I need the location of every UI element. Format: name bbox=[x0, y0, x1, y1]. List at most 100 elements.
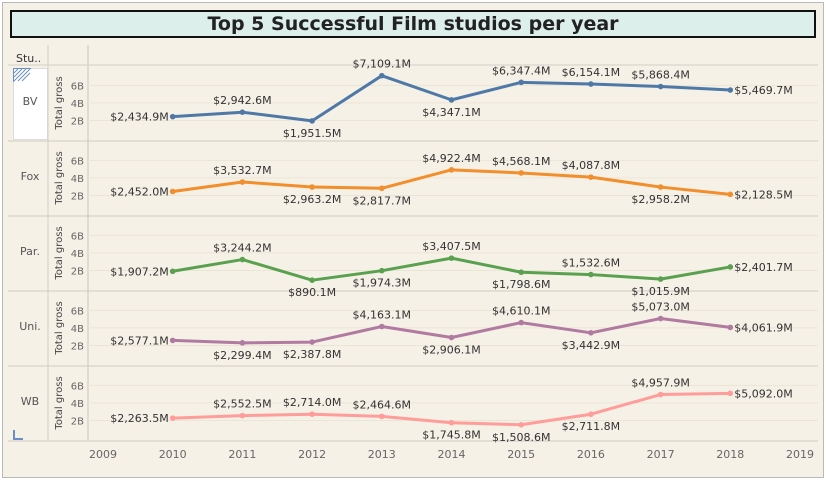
x-tick-label: 2012 bbox=[298, 448, 326, 461]
data-label: $1,798.6M bbox=[492, 278, 550, 291]
data-label: $4,347.1M bbox=[422, 106, 480, 119]
x-tick-label: 2018 bbox=[716, 448, 744, 461]
y-axis-title: Total gross bbox=[54, 226, 65, 280]
series-line bbox=[172, 256, 731, 282]
data-label: $4,568.1M bbox=[492, 155, 550, 168]
data-point bbox=[239, 412, 246, 419]
data-point bbox=[309, 277, 315, 283]
data-point bbox=[239, 179, 246, 185]
data-point bbox=[657, 315, 664, 322]
data-point bbox=[239, 340, 246, 346]
data-label: $4,922.4M bbox=[422, 152, 480, 165]
data-point bbox=[309, 118, 315, 124]
corner-handle-icon bbox=[13, 430, 23, 440]
data-point bbox=[448, 334, 455, 341]
y-tick-label: 2B bbox=[71, 341, 84, 352]
y-axis-title: Total gross bbox=[54, 76, 65, 130]
y-tick-label: 6B bbox=[71, 156, 84, 167]
y-axis-title: Total gross bbox=[54, 376, 65, 430]
data-label: $7,109.1M bbox=[353, 58, 411, 71]
data-point bbox=[518, 170, 524, 176]
data-label: $2,714.0M bbox=[283, 396, 341, 409]
data-label: $2,401.7M bbox=[734, 261, 792, 274]
x-tick-label: 2009 bbox=[89, 448, 117, 461]
data-point bbox=[169, 188, 176, 195]
x-tick-label: 2011 bbox=[228, 448, 256, 461]
data-point bbox=[588, 81, 594, 87]
studio-label: Uni. bbox=[19, 320, 41, 333]
data-point bbox=[588, 271, 594, 278]
data-label: $2,942.6M bbox=[213, 94, 271, 107]
studio-label: Fox bbox=[21, 170, 40, 183]
y-tick-label: 2B bbox=[71, 116, 84, 127]
data-point bbox=[518, 79, 524, 86]
title-box: Top 5 Successful Film studios per year bbox=[10, 10, 816, 38]
y-tick-label: 6B bbox=[71, 81, 84, 92]
x-tick-label: 2014 bbox=[438, 448, 466, 461]
data-label: $1,532.6M bbox=[562, 257, 620, 270]
data-label: $6,347.4M bbox=[492, 64, 550, 77]
data-label: $1,951.5M bbox=[283, 127, 341, 140]
x-tick-label: 2017 bbox=[647, 448, 675, 461]
data-label: $2,128.5M bbox=[734, 188, 792, 201]
data-point bbox=[518, 269, 524, 276]
data-point bbox=[379, 323, 385, 330]
data-point bbox=[657, 276, 664, 282]
data-label: $3,442.9M bbox=[562, 339, 620, 352]
data-point bbox=[169, 415, 176, 421]
y-tick-label: 2B bbox=[71, 266, 84, 277]
data-point bbox=[657, 83, 664, 90]
y-tick-label: 6B bbox=[71, 306, 84, 317]
data-label: $2,958.2M bbox=[631, 193, 689, 206]
x-tick-label: 2016 bbox=[577, 448, 605, 461]
x-tick-label: 2019 bbox=[786, 448, 814, 461]
data-label: $1,015.9M bbox=[631, 285, 689, 298]
data-point bbox=[448, 255, 455, 261]
data-label: $3,532.7M bbox=[213, 164, 271, 177]
studio-header[interactable]: Stu.. bbox=[16, 52, 42, 65]
data-label: $3,244.2M bbox=[213, 242, 271, 255]
data-point bbox=[727, 191, 734, 198]
data-label: $4,163.1M bbox=[353, 309, 411, 322]
data-point bbox=[657, 184, 664, 190]
data-point bbox=[727, 264, 734, 270]
data-label: $2,387.8M bbox=[283, 348, 341, 361]
y-tick-label: 6B bbox=[71, 381, 84, 392]
x-tick-label: 2013 bbox=[368, 448, 396, 461]
data-point bbox=[239, 256, 246, 263]
data-point bbox=[727, 87, 734, 93]
data-point bbox=[518, 319, 524, 326]
data-label: $2,464.6M bbox=[353, 398, 411, 411]
data-point bbox=[727, 324, 734, 331]
data-label: $4,610.1M bbox=[492, 305, 550, 318]
y-axis-title: Total gross bbox=[54, 151, 65, 205]
data-label: $1,974.3M bbox=[353, 277, 411, 290]
data-label: $2,299.4M bbox=[213, 349, 271, 362]
studio-label: BV bbox=[23, 95, 38, 108]
data-point bbox=[588, 174, 594, 180]
data-label: $1,508.6M bbox=[492, 431, 550, 444]
studio-label: Par. bbox=[20, 245, 40, 258]
y-tick-label: 4B bbox=[71, 324, 84, 335]
data-point bbox=[379, 267, 385, 274]
x-tick-label: 2015 bbox=[507, 448, 535, 461]
data-point bbox=[169, 268, 176, 275]
data-label: $1,907.2M bbox=[110, 265, 168, 278]
data-label: $4,061.9M bbox=[734, 321, 792, 334]
data-point bbox=[448, 419, 455, 426]
y-tick-label: 4B bbox=[71, 99, 84, 110]
y-tick-label: 4B bbox=[71, 174, 84, 185]
data-label: $2,434.9M bbox=[110, 111, 168, 124]
data-point bbox=[727, 390, 734, 397]
sort-icon[interactable] bbox=[13, 68, 31, 82]
data-label: $2,906.1M bbox=[422, 344, 480, 357]
x-tick-label: 2010 bbox=[159, 448, 187, 461]
data-point bbox=[239, 109, 246, 116]
data-label: $5,469.7M bbox=[734, 84, 792, 97]
data-label: $5,868.4M bbox=[631, 69, 689, 82]
data-label: $4,957.9M bbox=[631, 377, 689, 390]
data-label: $5,092.0M bbox=[734, 387, 792, 400]
data-label: $2,552.5M bbox=[213, 398, 271, 411]
